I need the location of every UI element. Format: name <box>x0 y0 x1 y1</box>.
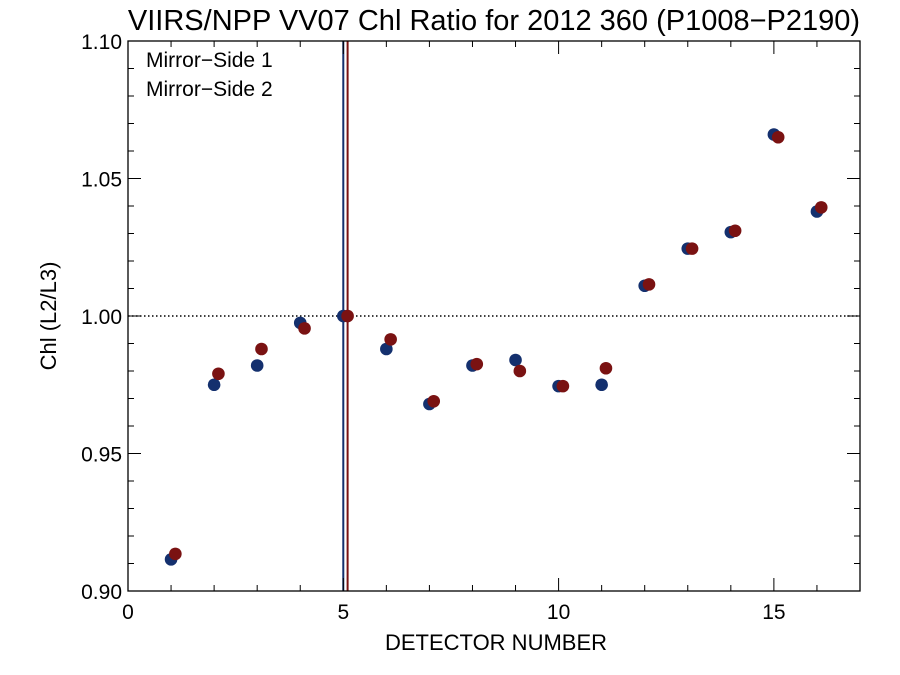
legend-entry-mirror-side-1: Mirror−Side 1 <box>146 49 273 72</box>
x-tick-label: 15 <box>762 601 785 624</box>
y-tick-label: 1.00 <box>81 306 122 329</box>
axis-ticks <box>127 40 861 592</box>
series-2-point <box>771 130 785 144</box>
series-2-point <box>384 333 397 346</box>
series-2-point <box>556 379 570 393</box>
series-2-point <box>427 394 441 408</box>
y-tick-label: 0.95 <box>81 444 122 467</box>
series-1-point <box>509 353 522 367</box>
legend: Mirror−Side 1 Mirror−Side 2 <box>146 49 273 101</box>
x-tick-label: 0 <box>122 601 134 624</box>
x-tick-label: 5 <box>337 601 349 624</box>
tick-labels: 0 5 10 15 0.90 0.95 1.00 1.05 1.10 <box>81 31 785 624</box>
series-2-point <box>470 357 484 371</box>
series-2-point <box>599 361 613 375</box>
y-axis-label: Chl (L2/L3) <box>36 262 61 371</box>
series-2-point <box>298 322 311 335</box>
series-2-point <box>341 309 354 323</box>
y-tick-label: 1.10 <box>81 31 122 54</box>
series-1-point <box>380 342 393 356</box>
plot-frame <box>127 40 861 592</box>
data-points <box>164 128 828 566</box>
series-2-point <box>212 367 225 381</box>
legend-entry-mirror-side-2: Mirror−Side 2 <box>146 78 273 101</box>
chart-title: VIIRS/NPP VV07 Chl Ratio for 2012 360 (P… <box>128 5 860 37</box>
series-2-point <box>255 342 268 356</box>
series-1-point <box>207 378 221 392</box>
series-2-point <box>169 547 182 561</box>
reference-lines <box>128 41 860 591</box>
series-2-point <box>513 364 527 378</box>
y-tick-label: 1.05 <box>81 169 122 192</box>
series-2-point <box>642 278 656 291</box>
x-tick-label: 10 <box>547 601 570 624</box>
series-1-point <box>595 378 608 392</box>
series-1-point <box>250 359 264 372</box>
y-tick-label: 0.90 <box>81 581 122 604</box>
x-axis-label: DETECTOR NUMBER <box>385 630 607 655</box>
series-2-point <box>814 201 828 214</box>
series-2-point <box>685 242 699 255</box>
series-2-point <box>728 224 742 238</box>
